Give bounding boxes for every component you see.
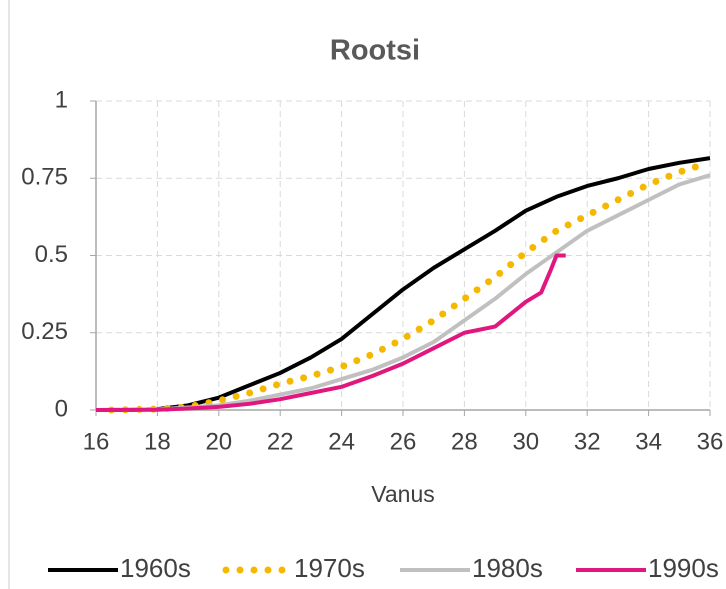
x-tick-label: 30 (512, 428, 539, 455)
x-tick-label: 18 (144, 428, 171, 455)
legend-label: 1960s (120, 553, 191, 583)
x-tick-label: 16 (83, 428, 110, 455)
x-axis-label: Vanus (371, 481, 435, 507)
legend-label: 1980s (472, 553, 543, 583)
y-tick-label: 0.75 (21, 164, 68, 191)
x-tick-label: 22 (267, 428, 294, 455)
x-tick-label: 34 (635, 428, 662, 455)
legend-label: 1990s (648, 553, 719, 583)
x-tick-label: 20 (205, 428, 232, 455)
chart-title: Rootsi (330, 35, 420, 67)
y-tick-label: 0 (55, 395, 68, 422)
x-tick-label: 28 (451, 428, 478, 455)
x-tick-label: 26 (390, 428, 417, 455)
y-tick-label: 1 (55, 86, 68, 113)
x-tick-label: 32 (574, 428, 601, 455)
series-line (107, 160, 708, 414)
x-tick-label: 36 (697, 428, 724, 455)
y-tick-label: 0.5 (35, 241, 68, 268)
y-tick-label: 0.25 (21, 318, 68, 345)
x-tick-label: 24 (328, 428, 355, 455)
series-line (96, 156, 711, 412)
series-line (95, 253, 566, 412)
legend-label: 1970s (294, 553, 365, 583)
